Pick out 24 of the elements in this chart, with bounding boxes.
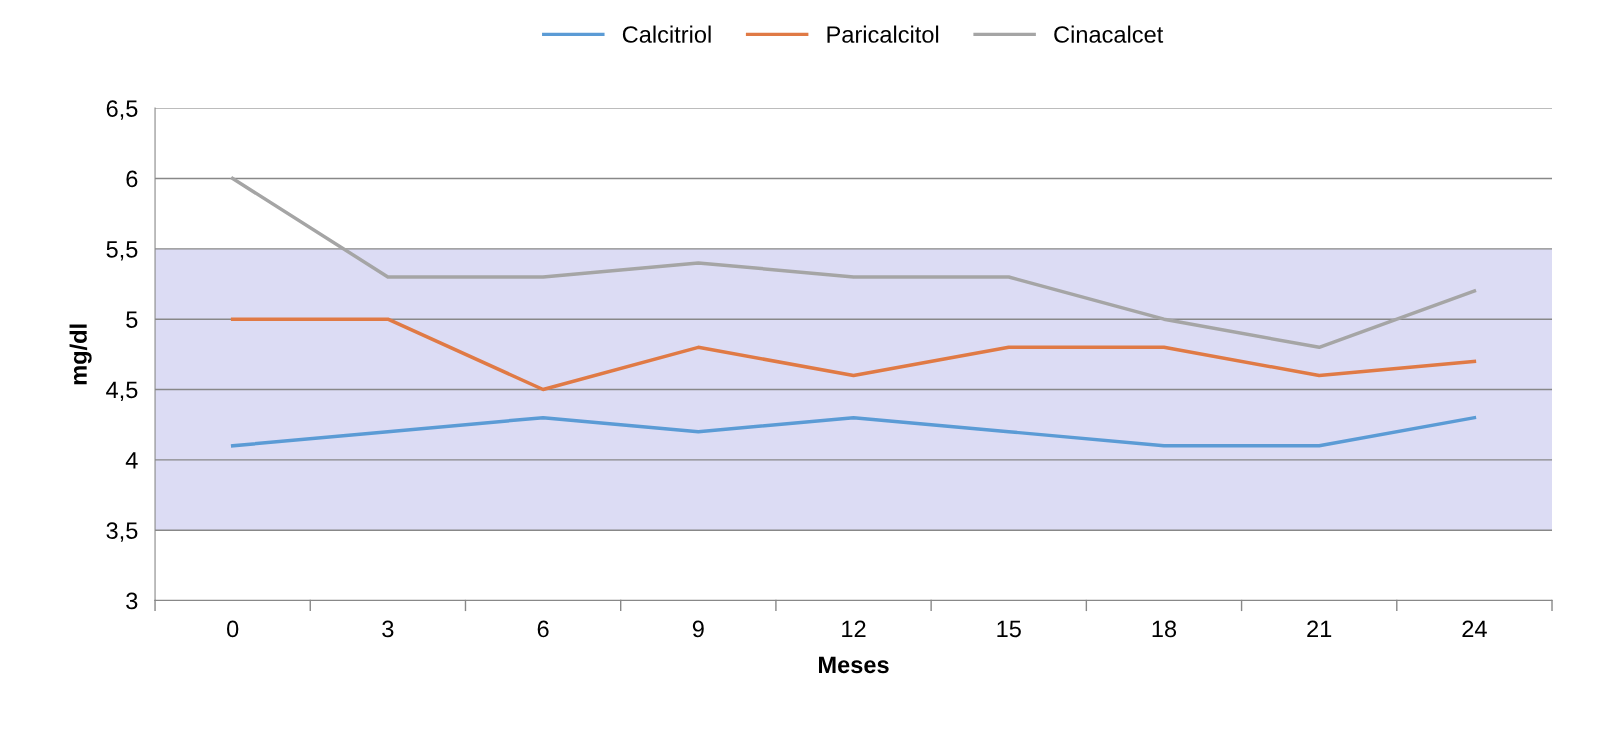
y-tick-label: 4 bbox=[125, 452, 138, 469]
line-series bbox=[230, 317, 1477, 392]
line-series bbox=[230, 176, 1477, 350]
legend-label: Calcitriol bbox=[622, 25, 711, 43]
x-tick-label: 3 bbox=[382, 620, 394, 638]
x-tick-label: 9 bbox=[692, 620, 704, 638]
x-tick-label: 24 bbox=[1462, 620, 1487, 638]
x-tick-label: 15 bbox=[997, 620, 1021, 638]
x-tick-label: 21 bbox=[1307, 620, 1332, 638]
y-tick-label: 4,5 bbox=[106, 381, 138, 402]
x-tick-label: 0 bbox=[227, 620, 239, 638]
legend-label: Cinacalcet bbox=[1054, 25, 1164, 43]
legend-label: Paricalcitol bbox=[827, 25, 939, 43]
y-tick-label: 5 bbox=[126, 311, 138, 328]
y-tick-label: 6 bbox=[126, 170, 138, 188]
y-tick-label: 3 bbox=[126, 592, 138, 610]
y-tick-label: 5,5 bbox=[106, 241, 138, 261]
y-tick-label: 3,5 bbox=[106, 522, 138, 542]
y-tick-label: 6,5 bbox=[106, 100, 138, 120]
y-axis-title: mg/dl bbox=[69, 324, 92, 385]
x-tick-label: 6 bbox=[537, 620, 549, 638]
x-tick-label: 12 bbox=[842, 620, 866, 638]
x-axis-title: Meses bbox=[819, 656, 889, 674]
x-tick-label: 18 bbox=[1152, 620, 1177, 638]
